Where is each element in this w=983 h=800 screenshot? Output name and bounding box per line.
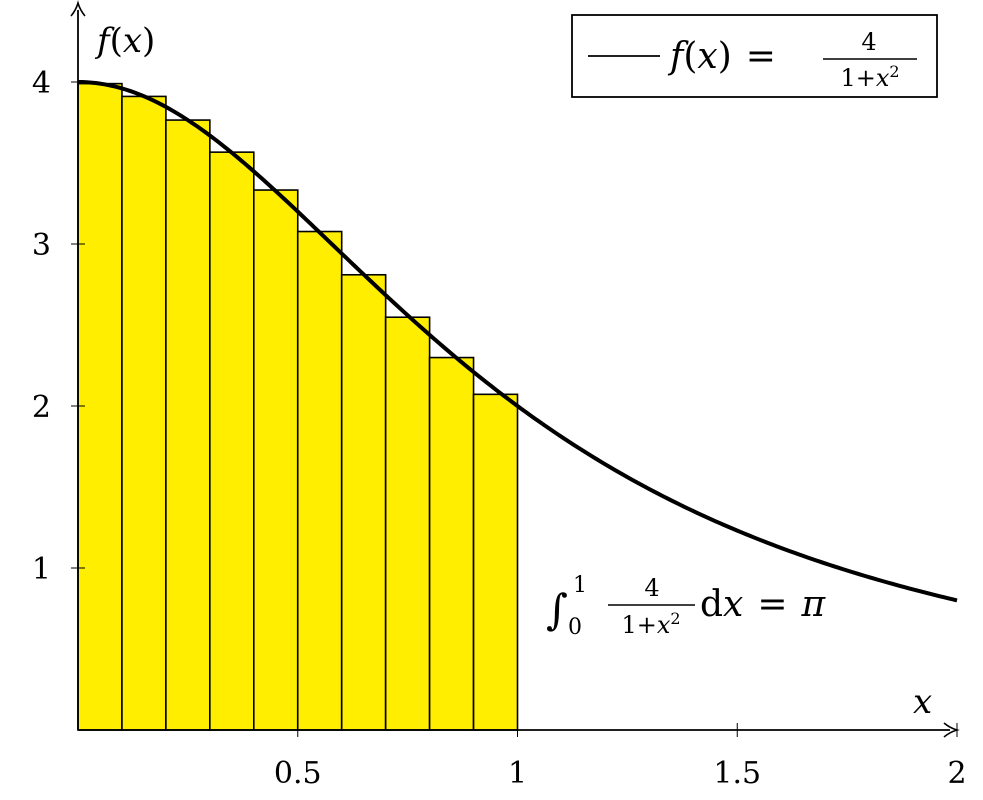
x-ticks: 0.5 1 1.5 2 <box>274 723 967 791</box>
axes <box>70 0 960 738</box>
bar <box>296 230 343 731</box>
y-axis-label: f(x) <box>94 21 155 61</box>
bar <box>472 393 519 731</box>
bar <box>428 356 475 731</box>
y-ticks: 1 2 3 4 <box>32 66 85 587</box>
legend-frac-numerator: 4 <box>861 28 876 56</box>
x-axis-label: x <box>913 682 932 722</box>
legend-frac-denominator: 1+x2 <box>840 62 899 92</box>
x-tick-label: 2 <box>947 756 966 791</box>
bar <box>165 119 211 731</box>
curve-line <box>77 80 958 603</box>
x-tick-label: 0.5 <box>274 756 322 791</box>
bar <box>253 189 299 731</box>
integral-lower-limit: 0 <box>568 615 582 640</box>
bar <box>209 151 255 731</box>
bar <box>77 82 123 731</box>
y-axis-arrow-icon <box>70 0 86 17</box>
legend: f(x) = 4 1+x2 <box>571 14 938 98</box>
x-tick-label: 1 <box>508 756 527 791</box>
y-tick-label: 1 <box>32 552 51 587</box>
bar <box>121 95 167 731</box>
y-tick-label: 2 <box>32 390 51 425</box>
integral-rhs: dx = π <box>700 584 827 625</box>
integral-sign: ∫ <box>546 585 568 634</box>
bar <box>340 273 387 731</box>
bars-group <box>77 82 519 731</box>
legend-entry-lhs: f(x) = <box>667 36 776 77</box>
integral-frac-numerator: 4 <box>644 574 659 602</box>
x-tick-label: 1.5 <box>713 756 761 791</box>
integral-upper-limit: 1 <box>573 573 587 598</box>
integral-frac-denominator: 1+x2 <box>621 609 680 639</box>
bar <box>384 316 431 731</box>
y-tick-label: 4 <box>32 66 51 101</box>
y-tick-label: 3 <box>32 228 51 263</box>
integral-annotation: ∫ 1 0 4 1+x2 dx = π <box>546 573 827 640</box>
